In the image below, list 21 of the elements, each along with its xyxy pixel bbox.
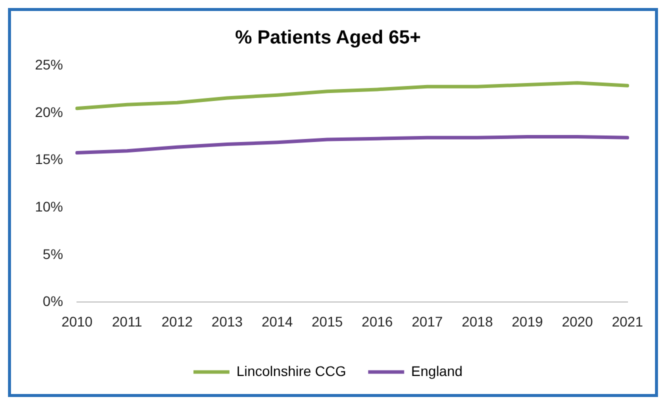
x-tick-label: 2010: [61, 313, 93, 330]
x-tick-label: 2021: [612, 313, 644, 330]
x-tick-label: 2015: [312, 313, 343, 330]
x-tick-label: 2019: [512, 313, 544, 330]
x-tick-label: 2014: [262, 313, 293, 330]
y-tick-label: 25%: [34, 56, 64, 73]
legend-label: England: [411, 362, 463, 379]
y-tick-label: 5%: [42, 246, 64, 262]
x-tick-label: 2013: [212, 313, 243, 330]
y-tick-label: 0%: [42, 293, 64, 310]
y-tick-label: 10%: [34, 198, 64, 214]
x-tick-label: 2018: [462, 313, 494, 330]
x-tick-label: 2017: [412, 313, 444, 330]
y-tick-label: 15%: [34, 151, 64, 168]
y-tick-label: 20%: [34, 104, 64, 120]
legend-label: Lincolnshire CCG: [236, 362, 346, 379]
x-tick-label: 2011: [112, 313, 142, 330]
x-tick-label: 2020: [562, 313, 594, 330]
chart-title: % Patients Aged 65+: [235, 28, 421, 49]
x-tick-label: 2016: [362, 313, 394, 330]
x-tick-label: 2012: [162, 313, 193, 330]
